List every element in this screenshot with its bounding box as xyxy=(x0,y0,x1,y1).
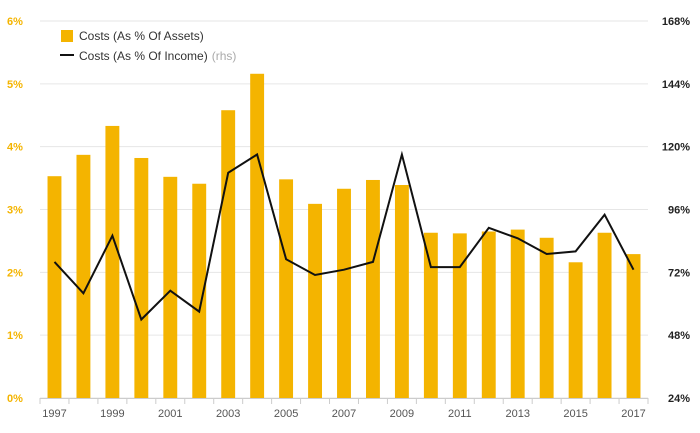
x-tick-label: 1997 xyxy=(42,408,66,420)
y-right-tick-label: 144% xyxy=(662,79,690,91)
y-right-tick-label: 24% xyxy=(668,393,690,405)
bar-2009 xyxy=(394,184,409,398)
bar-1997 xyxy=(47,176,62,398)
bar-2007 xyxy=(337,188,351,398)
line-series xyxy=(53,150,635,322)
x-tick-label: 2017 xyxy=(621,408,645,420)
bar-2001 xyxy=(163,176,178,398)
bar-2002 xyxy=(192,183,207,398)
bar-2003 xyxy=(221,110,236,399)
bar-2006 xyxy=(308,203,322,398)
bar-series xyxy=(47,73,641,399)
legend-label-income-note: (rhs) xyxy=(212,49,237,63)
bar-2014 xyxy=(539,237,554,398)
y-left-tick-label: 3% xyxy=(7,205,23,217)
x-tick-label: 1999 xyxy=(100,408,124,420)
y-right-tick-label: 96% xyxy=(668,205,690,217)
y-right-tick-label: 168% xyxy=(662,16,690,28)
bar-2017 xyxy=(626,254,641,398)
bar-2012 xyxy=(481,231,496,398)
y-right-tick-label: 72% xyxy=(668,267,690,279)
x-tick-label: 2001 xyxy=(158,408,182,420)
bar-2005 xyxy=(279,179,294,398)
y-left-tick-label: 2% xyxy=(7,267,23,279)
bar-2004 xyxy=(250,73,265,398)
bar-2016 xyxy=(597,232,612,398)
x-tick-label: 2013 xyxy=(505,408,529,420)
y-left-tick-label: 0% xyxy=(7,393,23,405)
bar-2013 xyxy=(510,229,525,398)
bar-2010 xyxy=(423,232,438,398)
bar-2008 xyxy=(366,179,380,398)
legend: Costs (As % Of Assets) Costs (As % Of In… xyxy=(60,29,236,63)
x-tick-label: 2003 xyxy=(216,408,240,420)
y-left-tick-label: 5% xyxy=(7,79,23,91)
bar-2000 xyxy=(134,157,149,398)
x-tick-label: 2011 xyxy=(448,408,472,420)
legend-swatch-assets xyxy=(61,30,73,42)
bar-1998 xyxy=(76,154,91,398)
x-tick-label: 2009 xyxy=(390,408,414,420)
y-right-tick-label: 120% xyxy=(662,142,690,154)
legend-label-assets: Costs (As % Of Assets) xyxy=(79,29,204,43)
x-tick-label: 2005 xyxy=(274,408,298,420)
axes: 0% 24% 1% 48% 2% 72% 3% 96% 4% 120% 5% 144% 6% 168% 19… xyxy=(7,16,690,420)
bar-2011 xyxy=(452,233,467,398)
legend-label-income-name: Costs (As % Of Income) xyxy=(79,49,208,63)
y-left-tick-label: 1% xyxy=(7,330,23,342)
x-tick-label: 2015 xyxy=(563,408,587,420)
x-tick-label: 2007 xyxy=(332,408,356,420)
y-right-tick-label: 48% xyxy=(668,330,690,342)
y-left-tick-label: 4% xyxy=(7,142,23,154)
y-left-tick-label: 6% xyxy=(7,16,23,28)
income-line xyxy=(53,150,635,322)
bar-1999 xyxy=(105,125,120,398)
legend-label-income: Costs (As % Of Income) (rhs) xyxy=(79,49,236,63)
bar-2015 xyxy=(568,262,583,398)
